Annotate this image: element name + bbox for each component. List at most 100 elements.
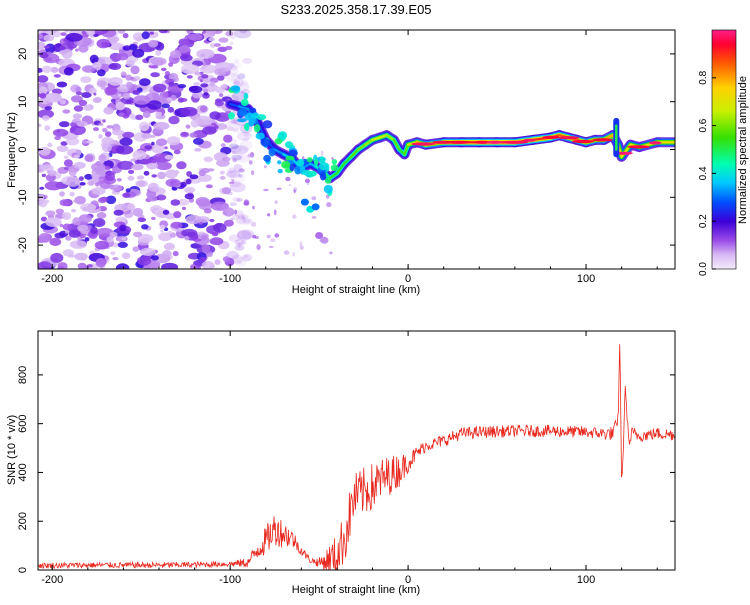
spectrogram-noise-blob [229, 182, 246, 193]
spectrogram-ridge-blob [281, 160, 291, 169]
spectrogram-noise-blob [81, 30, 87, 35]
snr-y-tick-label: 600 [17, 414, 29, 432]
spectrogram-noise-blob [174, 170, 180, 174]
spectrogram-noise-blob [160, 229, 164, 233]
spectrogram-noise-blob [223, 134, 233, 143]
spectrogram-noise-blob [132, 32, 145, 41]
spectrogram-ridge-core [445, 140, 472, 144]
spectrogram-noise-blob [62, 212, 72, 221]
spectrogram-noise-blob [141, 224, 149, 230]
spectrogram-noise-blob [132, 150, 147, 160]
spectrogram-noise-blob [155, 50, 162, 56]
spectrogram-noise-blob [98, 122, 104, 126]
spectrogram-noise-blob [49, 237, 62, 246]
spectrogram-noise-blob [38, 86, 48, 95]
spectrogram-noise-blob [234, 58, 239, 63]
chart-title: S233.2025.358.17.39.E05 [280, 2, 431, 17]
spectrogram-noise-blob [151, 216, 156, 221]
spectrogram-noise-blob [237, 214, 249, 220]
spectrogram-ridge-blob [238, 108, 248, 117]
spectrogram-ridge-blob [314, 158, 319, 166]
spectrogram-y-tick-label: -20 [17, 237, 29, 253]
spectrogram-ridge-blob [274, 138, 283, 145]
spectrogram-noise-blob [170, 221, 183, 229]
spectrogram-noise-blob [139, 78, 151, 86]
spectrogram-noise-blob [232, 60, 241, 69]
spectrogram-noise-blob [122, 192, 131, 198]
spectrogram-noise-blob [137, 256, 152, 266]
spectrogram-noise-blob [252, 234, 257, 239]
spectrogram-noise-blob [153, 121, 170, 131]
spectrogram-noise-blob [151, 141, 155, 146]
spectrogram-noise-blob [71, 95, 83, 103]
spectrogram-ridge-blob [285, 155, 295, 161]
spectrogram-noise-blob [188, 85, 203, 94]
spectrogram-noise-blob [120, 96, 135, 105]
spectrogram-noise-blob [84, 237, 90, 242]
spectrogram-noise-blob [185, 124, 191, 129]
spectrogram-noise-blob [268, 245, 274, 249]
spectrogram-noise-blob [103, 106, 114, 115]
spectrogram-noise-blob [87, 181, 95, 186]
spectrogram-ridge-segment [403, 143, 410, 156]
spectrogram-noise-blob [201, 78, 211, 84]
spectrogram-noise-blob [224, 45, 233, 51]
spectrogram-noise-blob [38, 198, 48, 208]
spectrogram-noise-blob [53, 74, 61, 78]
spectrogram-noise-blob [137, 180, 146, 187]
spectrogram-ridge-segment [398, 148, 406, 156]
spectrogram-noise-blob [331, 157, 334, 160]
spectrogram-noise-blob [63, 159, 73, 167]
spectrogram-noise-blob [234, 209, 238, 215]
spectrogram-noise-blob [167, 230, 173, 235]
spectrogram-noise-blob [162, 250, 172, 258]
spectrogram-noise-blob [47, 169, 57, 177]
spectrogram-noise-blob [142, 110, 151, 119]
spectrogram-noise-blob [196, 49, 215, 59]
spectrogram-noise-blob [285, 176, 291, 182]
spectrogram-noise-blob [229, 202, 237, 206]
spectrogram-noise-blob [89, 54, 99, 64]
spectrogram-ridge-core [473, 140, 491, 144]
spectrogram-noise-blob [117, 160, 134, 170]
spectrogram-noise-blob [92, 30, 109, 35]
spectrogram-ridge-blob [311, 203, 320, 211]
spectrogram-noise-blob [211, 231, 219, 237]
spectrogram-noise-blob [238, 168, 245, 173]
spectrogram-noise-blob [104, 131, 112, 138]
spectrogram-noise-blob [185, 214, 202, 225]
spectrogram-ridge-segment [273, 148, 285, 156]
colorbar: 0.0 0.2 0.4 0.6 0.8 Normalized spectral ampl… [698, 29, 749, 276]
spectrogram-noise-blob [168, 81, 175, 87]
spectrogram-noise-blob [80, 203, 97, 212]
spectrogram-noise-blob [263, 188, 269, 192]
snr-line [38, 344, 675, 570]
spectrogram-noise-blob [154, 111, 163, 117]
spectrogram-noise-blob [122, 33, 129, 39]
spectrogram-noise-blob [63, 67, 74, 76]
colorbar-label: Normalized spectral amplitude [737, 76, 749, 224]
spectrogram-noise-blob [242, 218, 252, 224]
colorbar-tick-label: 0.6 [698, 118, 709, 132]
spectrogram-noise-blob [137, 217, 147, 223]
spectrogram-noise-blob [161, 262, 179, 269]
spectrogram-noise-blob [221, 156, 231, 162]
spectrogram-noise-blob [165, 178, 181, 188]
spectrogram-noise-blob [215, 123, 227, 130]
spectrogram-noise-blob [169, 50, 182, 59]
spectrogram-noise-blob [157, 171, 166, 180]
spectrogram-noise-blob [233, 30, 252, 39]
snr-x-tick-label: 100 [577, 574, 595, 586]
spectrogram-noise-blob [152, 83, 167, 93]
spectrogram-noise-blob [108, 77, 123, 86]
spectrogram-ridge-core [542, 135, 560, 139]
spectrogram-noise-blob [115, 145, 134, 155]
spectrogram-noise-blob [121, 131, 135, 139]
spectrogram-noise-blob [74, 181, 78, 185]
spectrogram-noise-blob [116, 52, 129, 61]
spectrogram-noise-blob [155, 138, 168, 146]
spectrogram-noise-blob [130, 158, 137, 162]
spectrogram-noise-blob [202, 61, 207, 66]
spectrogram-noise-blob [158, 232, 172, 242]
